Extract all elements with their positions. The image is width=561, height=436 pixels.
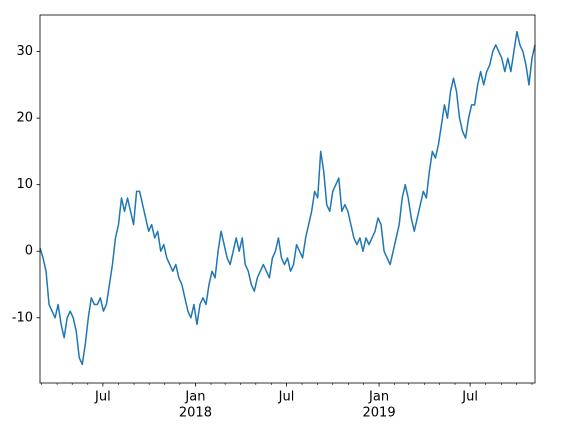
y-tick-label: 30 xyxy=(16,44,33,59)
y-tick-label: 20 xyxy=(16,111,33,126)
y-tick-label: 10 xyxy=(16,177,33,192)
x-tick-label: Jan xyxy=(368,390,389,405)
x-tick-label: Jul xyxy=(278,390,295,405)
data-line xyxy=(39,30,536,366)
y-tick-label: 0 xyxy=(25,244,33,259)
x-tick-label: Jan xyxy=(184,390,205,405)
x-tick-label: Jul xyxy=(461,390,478,405)
plot-frame xyxy=(39,14,536,384)
x-tick-label: 2019 xyxy=(363,406,396,421)
x-tick-label: Jul xyxy=(94,390,111,405)
x-tick-label: 2018 xyxy=(179,406,212,421)
y-tick-label: -10 xyxy=(12,310,33,325)
